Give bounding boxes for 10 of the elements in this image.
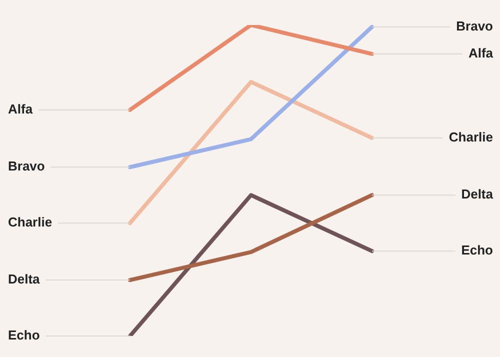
text: Charlie (448, 129, 493, 144)
text: Alfa (468, 46, 494, 60)
text: Delta (461, 186, 494, 202)
text: Echo (461, 242, 494, 258)
text: Bravo (456, 18, 494, 34)
text: Alfa (8, 101, 33, 116)
text: Bravo (8, 158, 45, 174)
text: Echo (8, 328, 40, 343)
text: Delta (8, 272, 40, 287)
text: Charlie (8, 214, 52, 230)
